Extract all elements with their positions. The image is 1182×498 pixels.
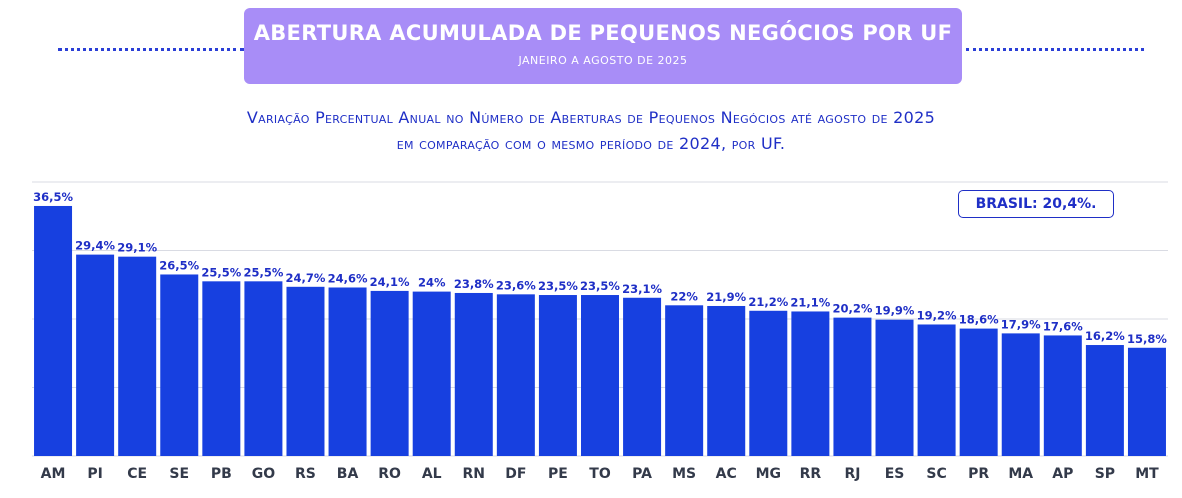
x-tick-label-sc: SC	[926, 466, 946, 482]
x-tick-label-ce: CE	[127, 466, 147, 482]
bar-ba	[328, 287, 367, 456]
bar-pa	[623, 297, 662, 456]
x-tick-label-rn: RN	[463, 466, 486, 482]
data-label-pb: 25,5%	[201, 265, 241, 279]
data-label-mg: 21,2%	[748, 295, 788, 309]
x-tick-label-ap: AP	[1052, 466, 1073, 482]
data-label-ms: 22%	[670, 289, 698, 303]
data-label-pa: 23,1%	[622, 282, 662, 296]
chart-period: JANEIRO A AGOSTO DE 2025	[518, 54, 688, 67]
bar-rr	[791, 311, 830, 456]
x-tick-label-df: DF	[505, 466, 526, 482]
x-tick-label-pi: PI	[87, 466, 102, 482]
bar-ms	[665, 305, 704, 456]
x-tick-label-mt: MT	[1135, 466, 1159, 482]
data-label-pe: 23,5%	[538, 279, 578, 293]
bar-ro	[370, 290, 409, 456]
bar-pi	[76, 254, 115, 456]
data-label-rr: 21,1%	[790, 295, 830, 309]
x-tick-label-al: AL	[422, 466, 442, 482]
x-tick-label-pr: PR	[968, 466, 989, 482]
bar-ma	[1001, 333, 1040, 456]
bar-es	[875, 319, 914, 456]
bar-mg	[749, 310, 788, 456]
data-label-se: 26,5%	[159, 258, 199, 272]
bar-ap	[1043, 335, 1082, 456]
x-tick-label-sp: SP	[1095, 466, 1115, 482]
bar-ce	[118, 256, 157, 456]
data-label-rn: 23,8%	[454, 277, 494, 291]
data-label-ma: 17,9%	[1001, 317, 1041, 331]
data-label-es: 19,9%	[875, 304, 915, 318]
data-label-ac: 21,9%	[706, 290, 746, 304]
title-banner: ABERTURA ACUMULADA DE PEQUENOS NEGÓCIOS …	[244, 8, 962, 84]
x-tick-label-ba: BA	[337, 466, 359, 482]
bar-df	[496, 294, 535, 456]
x-tick-label-ma: MA	[1008, 466, 1033, 482]
data-label-go: 25,5%	[243, 265, 283, 279]
x-tick-label-mg: MG	[756, 466, 781, 482]
x-tick-label-am: AM	[41, 466, 66, 482]
x-tick-label-rr: RR	[800, 466, 822, 482]
bar-am	[34, 205, 73, 456]
x-tick-label-ro: RO	[378, 466, 401, 482]
data-label-am: 36,5%	[33, 190, 73, 204]
data-label-rs: 24,7%	[286, 271, 326, 285]
data-label-pi: 29,4%	[75, 239, 115, 253]
bar-al	[412, 291, 451, 456]
bar-ac	[707, 305, 746, 456]
x-tick-label-se: SE	[169, 466, 189, 482]
data-label-ro: 24,1%	[370, 275, 410, 289]
data-label-sc: 19,2%	[917, 308, 957, 322]
x-tick-label-rj: RJ	[844, 466, 860, 482]
x-tick-label-ms: MS	[672, 466, 696, 482]
data-label-pr: 18,6%	[959, 313, 999, 327]
chart-subtitle-line2: em comparação com o mesmo período de 202…	[396, 134, 786, 153]
data-label-ba: 24,6%	[328, 271, 368, 285]
brasil-badge: BRASIL: 20,4%.	[958, 190, 1114, 218]
data-label-mt: 15,8%	[1127, 332, 1167, 346]
x-tick-label-pb: PB	[211, 466, 232, 482]
data-label-df: 23,6%	[496, 278, 536, 292]
title-dotted-rule-right	[966, 48, 1144, 51]
data-label-sp: 16,2%	[1085, 329, 1125, 343]
data-label-to: 23,5%	[580, 279, 620, 293]
x-tick-label-rs: RS	[295, 466, 316, 482]
bar-rj	[833, 317, 872, 456]
title-dotted-rule-left	[58, 48, 244, 51]
x-tick-label-ac: AC	[716, 466, 737, 482]
chart-subtitle-line1: Variação Percentual Anual no Número de A…	[246, 108, 936, 127]
data-label-ap: 17,6%	[1043, 319, 1083, 333]
bar-rn	[454, 292, 493, 456]
bar-pe	[538, 295, 577, 456]
bar-se	[160, 274, 199, 456]
bar-go	[244, 281, 283, 456]
bar-sp	[1085, 345, 1124, 456]
bar-pr	[959, 328, 998, 456]
bar-pb	[202, 281, 241, 456]
data-label-ce: 29,1%	[117, 241, 157, 255]
x-tick-label-pe: PE	[548, 466, 568, 482]
data-label-rj: 20,2%	[832, 302, 872, 316]
bar-mt	[1127, 347, 1166, 456]
x-tick-label-go: GO	[252, 466, 275, 482]
chart-title: ABERTURA ACUMULADA DE PEQUENOS NEGÓCIOS …	[253, 21, 953, 45]
x-tick-label-pa: PA	[632, 466, 652, 482]
bar-sc	[917, 324, 956, 456]
data-label-al: 24%	[418, 276, 446, 290]
bar-rs	[286, 286, 325, 456]
x-tick-label-es: ES	[885, 466, 905, 482]
bar-to	[581, 295, 619, 456]
x-tick-label-to: TO	[589, 466, 611, 482]
